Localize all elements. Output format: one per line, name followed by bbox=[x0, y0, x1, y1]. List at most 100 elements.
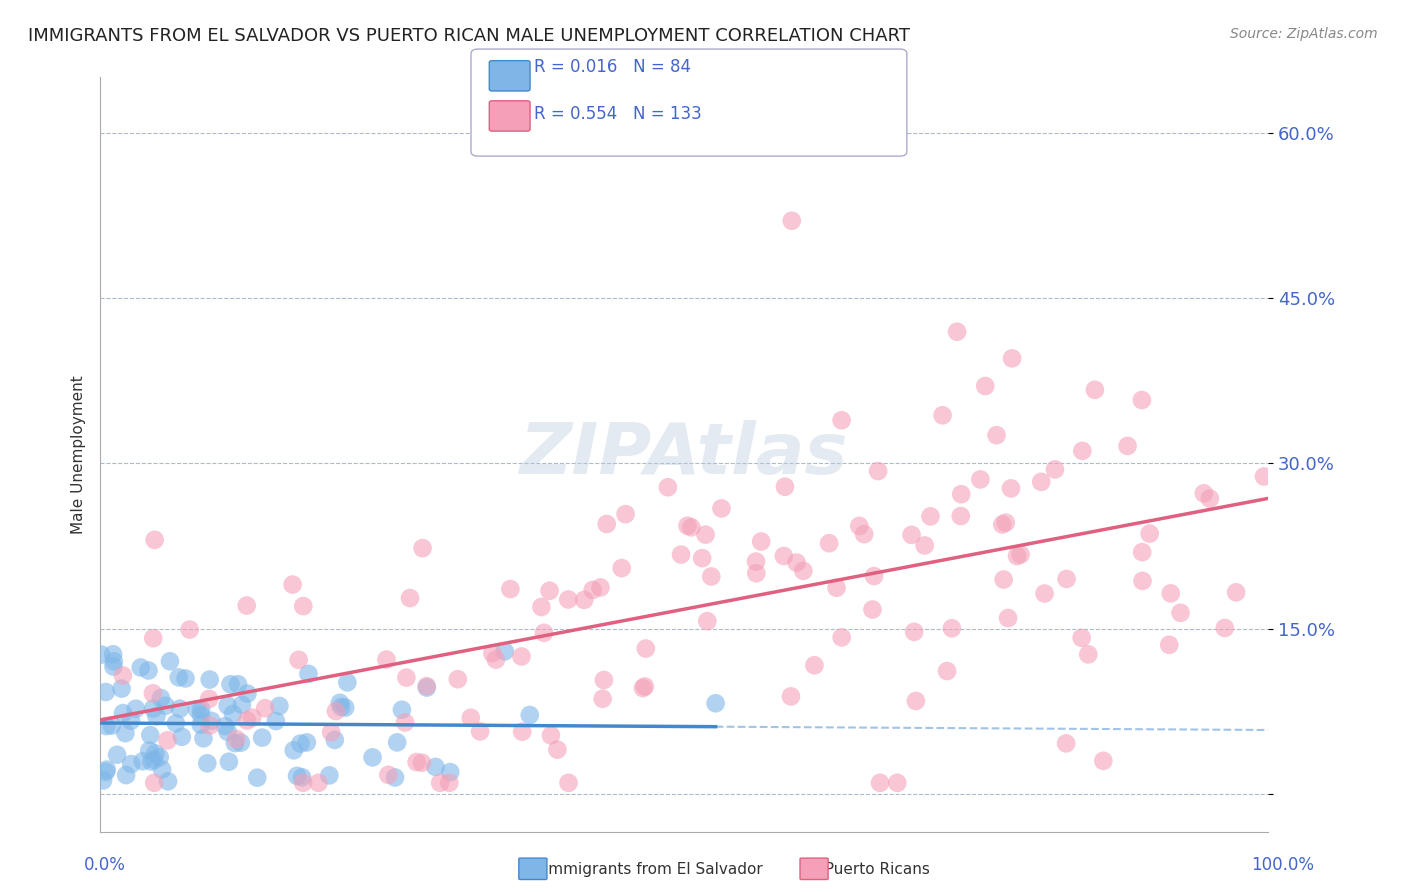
Point bbox=[634, 641, 657, 656]
Point bbox=[129, 660, 152, 674]
Point bbox=[946, 325, 969, 339]
Point bbox=[308, 776, 330, 790]
Point bbox=[803, 658, 825, 673]
Point bbox=[224, 736, 246, 750]
Point bbox=[292, 599, 315, 613]
Point bbox=[143, 776, 166, 790]
Point bbox=[772, 549, 794, 563]
Point bbox=[385, 735, 408, 749]
Point bbox=[149, 750, 172, 764]
Point bbox=[145, 709, 167, 723]
Point bbox=[546, 742, 568, 756]
Point bbox=[142, 686, 165, 700]
Point bbox=[941, 621, 963, 635]
Point bbox=[863, 569, 886, 583]
Point bbox=[1132, 574, 1154, 588]
Point bbox=[94, 764, 117, 779]
Point bbox=[143, 753, 166, 767]
Point bbox=[831, 413, 853, 427]
Point bbox=[920, 509, 942, 524]
Point bbox=[150, 763, 173, 777]
Text: 100.0%: 100.0% bbox=[1251, 855, 1315, 873]
Point bbox=[780, 213, 803, 227]
Point bbox=[1225, 585, 1247, 599]
Point bbox=[1077, 648, 1099, 662]
Point bbox=[596, 516, 619, 531]
Point bbox=[264, 714, 287, 728]
Point bbox=[193, 731, 215, 746]
Point bbox=[167, 670, 190, 684]
Point bbox=[412, 541, 434, 556]
Point bbox=[1130, 392, 1153, 407]
Point bbox=[96, 719, 118, 733]
Point bbox=[361, 750, 384, 764]
Point bbox=[631, 681, 654, 695]
Point bbox=[179, 623, 201, 637]
Point bbox=[1253, 469, 1275, 483]
Point bbox=[96, 763, 118, 777]
Point bbox=[101, 647, 124, 661]
Point bbox=[481, 646, 503, 660]
Point bbox=[114, 726, 136, 740]
Point bbox=[169, 702, 191, 716]
Point bbox=[696, 614, 718, 628]
Point bbox=[292, 776, 315, 790]
Point bbox=[1071, 443, 1094, 458]
Point bbox=[285, 769, 308, 783]
Point bbox=[485, 652, 508, 666]
Point bbox=[115, 768, 138, 782]
Point bbox=[994, 516, 1017, 530]
Point bbox=[868, 464, 890, 478]
Point bbox=[439, 765, 461, 780]
Point bbox=[439, 776, 461, 790]
Point bbox=[336, 675, 359, 690]
Point bbox=[538, 583, 561, 598]
Point bbox=[219, 677, 242, 691]
Point bbox=[190, 702, 212, 716]
Point bbox=[395, 671, 418, 685]
Point bbox=[142, 701, 165, 715]
Point bbox=[254, 701, 277, 715]
Point bbox=[295, 735, 318, 749]
Point bbox=[1084, 383, 1107, 397]
Point bbox=[214, 719, 236, 733]
Point bbox=[1170, 606, 1192, 620]
Point bbox=[710, 501, 733, 516]
Point bbox=[1130, 545, 1153, 559]
Point bbox=[862, 602, 884, 616]
Point bbox=[780, 690, 803, 704]
Point bbox=[283, 743, 305, 757]
Point bbox=[1001, 351, 1024, 366]
Point bbox=[993, 573, 1015, 587]
Text: Immigrants from El Salvador: Immigrants from El Salvador bbox=[534, 863, 763, 877]
Point bbox=[287, 653, 309, 667]
Point bbox=[494, 644, 516, 658]
Point bbox=[323, 732, 346, 747]
Point bbox=[869, 776, 891, 790]
Point bbox=[786, 556, 808, 570]
Point bbox=[1160, 586, 1182, 600]
Point bbox=[415, 679, 437, 693]
Point bbox=[745, 555, 768, 569]
Point bbox=[903, 624, 925, 639]
Point bbox=[986, 428, 1008, 442]
Point bbox=[111, 668, 134, 682]
Point bbox=[291, 770, 314, 784]
Point bbox=[1010, 548, 1032, 562]
Point bbox=[142, 631, 165, 645]
Point bbox=[557, 776, 579, 790]
Point bbox=[900, 528, 922, 542]
Point bbox=[200, 714, 222, 728]
Point bbox=[936, 664, 959, 678]
Point bbox=[198, 673, 221, 687]
Point bbox=[949, 509, 972, 524]
Point bbox=[138, 664, 160, 678]
Point bbox=[745, 566, 768, 581]
Point bbox=[335, 700, 357, 714]
Point bbox=[217, 698, 239, 713]
Point bbox=[91, 773, 114, 788]
Point bbox=[217, 724, 239, 739]
Point bbox=[510, 649, 533, 664]
Point bbox=[499, 582, 522, 596]
Text: IMMIGRANTS FROM EL SALVADOR VS PUERTO RICAN MALE UNEMPLOYMENT CORRELATION CHART: IMMIGRANTS FROM EL SALVADOR VS PUERTO RI… bbox=[28, 27, 910, 45]
